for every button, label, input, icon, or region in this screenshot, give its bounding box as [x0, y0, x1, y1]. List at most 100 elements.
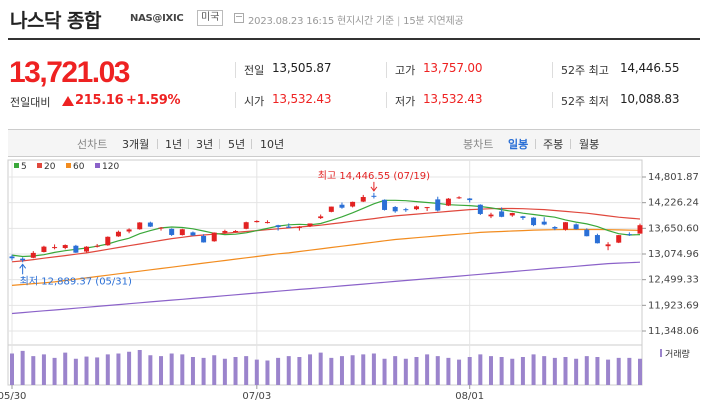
candle-body — [105, 236, 111, 246]
y-tick-label: 14,801.87 — [648, 172, 699, 183]
volume-bar — [478, 354, 483, 385]
volume-bar — [244, 356, 249, 385]
y-tick-label: 11,348.06 — [648, 326, 699, 337]
candle-body — [382, 199, 388, 210]
tab-weekly[interactable]: 주봉 — [543, 138, 564, 151]
candle-body — [9, 256, 15, 259]
volume-bar — [318, 352, 323, 385]
volume-bar — [222, 358, 227, 385]
divider — [235, 92, 236, 108]
tab-10y[interactable]: 10년 — [260, 138, 285, 151]
tab-3y[interactable]: 3년 — [196, 138, 214, 151]
candle-body — [456, 197, 462, 199]
volume-bar — [638, 358, 642, 385]
volume-bar — [10, 353, 14, 385]
tab-monthly[interactable]: 월봉 — [579, 138, 600, 151]
volume-bar — [488, 356, 493, 385]
y-tick-label: 11,923.69 — [648, 300, 699, 311]
tab-5y[interactable]: 5년 — [228, 138, 246, 151]
chart-frame — [7, 159, 643, 386]
candle-body — [350, 201, 356, 207]
candle-body — [477, 204, 483, 214]
volume-bar — [616, 357, 621, 385]
candle-body — [254, 220, 260, 223]
divider — [219, 139, 220, 149]
delay-text: 15분 지연제공 — [403, 16, 464, 27]
candle-body — [531, 217, 537, 226]
y-tick-label: 13,074.96 — [648, 249, 699, 260]
candle-body — [637, 225, 643, 234]
high-annotation: 최고 14,446.55 (07/19) — [318, 170, 430, 182]
volume-bar — [297, 357, 302, 385]
candle-body — [20, 258, 26, 261]
candle-body — [360, 197, 366, 202]
divider — [552, 62, 553, 78]
52w-low-label: 52주 최저 — [561, 95, 609, 108]
volume-bar — [510, 358, 515, 385]
candle-body — [520, 216, 526, 218]
52w-high-value: 14,446.55 — [620, 61, 680, 75]
volume-bar — [563, 357, 568, 385]
tab-daily[interactable]: 일봉 — [508, 138, 529, 151]
change-label: 전일대비 — [10, 96, 51, 109]
timestamp-info: 2023.08.23 16:15 현지시간 기준 | 15분 지연제공 — [248, 12, 464, 27]
x-tick-label: 08/01 — [455, 391, 484, 402]
volume-bar — [159, 356, 164, 385]
volume-bar — [201, 357, 206, 385]
volume-bar — [425, 354, 430, 385]
volume-bar — [286, 356, 291, 385]
tab-1y[interactable]: 1년 — [165, 138, 183, 151]
country-badge: 미국 — [197, 10, 224, 26]
candle-body — [424, 207, 430, 209]
candle-body — [541, 221, 547, 225]
candle-body — [52, 247, 58, 249]
candle-body — [286, 226, 292, 228]
candle-body — [94, 245, 100, 247]
volume-bar — [627, 357, 632, 385]
divider — [235, 62, 236, 78]
legend-swatch — [14, 163, 19, 168]
volume-bar — [73, 358, 78, 385]
volume-bar — [467, 357, 472, 385]
volume-bar — [499, 357, 504, 385]
change-percent: +1.59% — [126, 93, 181, 108]
ticker-code: NAS@IXIC — [130, 13, 184, 24]
candle-body — [296, 226, 302, 228]
volume-bar — [606, 359, 611, 385]
y-tick-label: 14,226.24 — [648, 198, 699, 209]
divider: | — [397, 16, 401, 27]
legend-swatch — [95, 163, 100, 168]
x-tick-label: 05/30 — [0, 391, 26, 402]
candle-body — [158, 227, 164, 229]
candle-body — [62, 245, 68, 248]
legend-label: 60 — [73, 162, 85, 172]
candle-body — [243, 222, 249, 229]
volume-bar — [329, 357, 334, 385]
ma-20-line — [11, 207, 641, 263]
volume-bar — [31, 356, 36, 385]
candle-body — [126, 229, 132, 232]
calendar-icon — [234, 13, 244, 23]
y-tick-label: 13,650.60 — [648, 223, 699, 234]
52w-low-value: 10,088.83 — [620, 92, 680, 106]
tab-3m[interactable]: 3개월 — [122, 138, 150, 151]
candle-body — [41, 246, 47, 252]
volume-bar — [552, 357, 557, 385]
candle-body — [179, 229, 185, 236]
candle-body — [573, 224, 579, 230]
prev-close-value: 13,505.87 — [272, 61, 332, 75]
y-tick-label: 12,499.33 — [648, 275, 699, 286]
legend-swatch — [66, 163, 71, 168]
candle-body — [233, 230, 239, 232]
volume-bar — [52, 357, 57, 385]
ma-120-line — [11, 261, 641, 315]
candle-body — [318, 216, 324, 219]
volume-bar — [265, 360, 270, 385]
divider — [188, 139, 189, 149]
volume-bar — [339, 356, 344, 385]
52w-high-label: 52주 최고 — [561, 64, 609, 77]
volume-legend-swatch — [660, 349, 662, 357]
high-arrow-head — [370, 186, 378, 192]
ma-60-line — [11, 228, 641, 286]
